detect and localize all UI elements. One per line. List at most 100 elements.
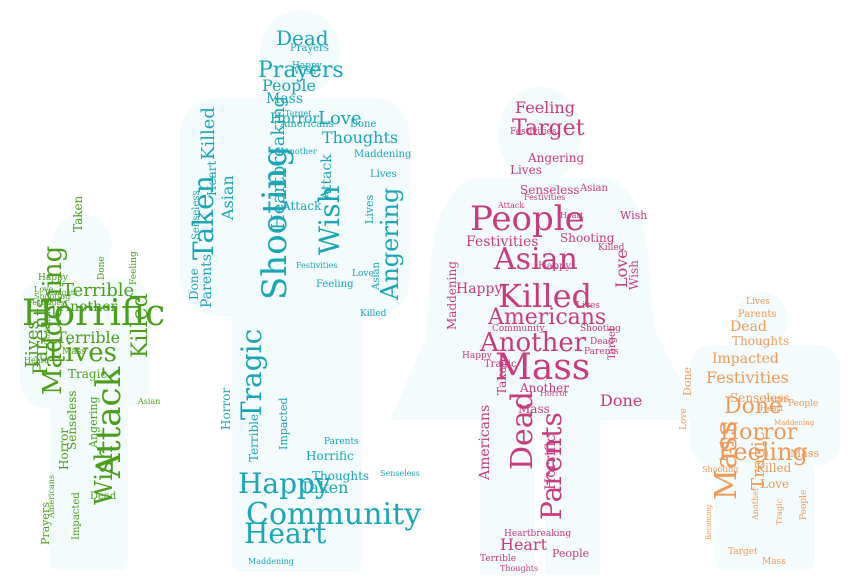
kid-orange-word: Parents <box>738 309 777 320</box>
child-green-word: Lives <box>48 338 117 368</box>
woman-pink-word: Wish <box>627 260 641 290</box>
woman-pink-word: Attack <box>498 201 525 210</box>
man-teal-word: Target <box>285 109 312 118</box>
woman-pink-word: Lives <box>576 301 600 311</box>
man-teal-word: Tragic <box>235 328 268 420</box>
child-green-word: Happy <box>38 273 68 283</box>
man-teal-word: Thoughts <box>312 469 370 483</box>
man-teal-word: Attack <box>282 199 322 213</box>
woman-silhouette <box>390 87 700 575</box>
man-teal-word: Festivities <box>296 261 338 270</box>
kid-orange-word: Tragic <box>775 498 784 525</box>
woman-pink-word: Parents <box>584 347 619 357</box>
man-teal-word: Dead <box>276 26 329 50</box>
kid-orange-word: Thoughts <box>732 334 790 348</box>
woman-pink-word: Mass <box>495 347 591 388</box>
woman-pink-word: Another <box>520 381 570 395</box>
kid-orange-word: Mass <box>762 557 786 567</box>
woman-pink-word: Target <box>512 116 585 141</box>
man-teal-word: Asian <box>218 175 237 220</box>
man-teal-word: Done <box>187 268 201 300</box>
kid-orange-word: Target <box>728 547 758 557</box>
man-teal-word: Lives <box>363 194 376 224</box>
woman-pink-word: Heartbreaking <box>504 529 572 539</box>
child-green-word: Killed <box>128 293 153 358</box>
kid-orange-word: Feeling <box>718 438 808 466</box>
woman-pink-word: Another <box>480 328 587 358</box>
woman-pink-word: Community <box>492 324 545 334</box>
woman-pink-word: Heart <box>560 211 584 220</box>
kid-orange-word: Love <box>679 408 689 430</box>
kid-orange-word: Done <box>681 366 694 396</box>
man-teal-word: Prayers <box>258 58 344 83</box>
woman-pink-word: Wish <box>620 209 648 222</box>
woman-pink-word: Mass <box>518 402 550 416</box>
kid-orange-word: People <box>788 399 819 409</box>
child-green-word: Terrible <box>62 280 135 301</box>
woman-pink-word: Heart <box>500 535 548 554</box>
woman-pink-word: Maddening <box>445 261 459 330</box>
woman-pink-word: Angering <box>528 151 585 165</box>
woman-pink-word: Festivities <box>466 234 539 250</box>
man-teal-word: Maddening <box>354 149 412 160</box>
child-green-word: Done <box>97 256 107 280</box>
man-teal-word: Done <box>350 119 377 130</box>
man-teal-word: Senseless <box>380 469 420 478</box>
woman-pink-word: Killed <box>498 277 593 315</box>
man-teal-word: Happy <box>238 467 331 500</box>
kid-orange-word: Becoming <box>705 504 713 540</box>
man-teal-word: Another <box>284 147 317 156</box>
man-teal-word: Happy <box>292 61 322 71</box>
man-teal-word: Maddening <box>248 557 294 566</box>
man-teal-word: Community <box>246 497 422 532</box>
woman-pink-word: Americans <box>488 305 607 330</box>
child-green-word: Dead <box>90 491 117 502</box>
man-teal-word: Horror <box>219 387 233 430</box>
kid-orange-word: Festivities <box>706 368 789 387</box>
kid-orange-word: Happy <box>764 395 788 403</box>
woman-pink-word: Dead <box>590 337 614 347</box>
man-teal-word: Mass <box>266 91 304 107</box>
woman-pink-word: Senseless <box>520 183 580 197</box>
man-teal-word: Lives <box>370 169 397 180</box>
man-teal-word: Thoughts <box>322 128 399 147</box>
child-green-word: Horror <box>57 427 71 470</box>
kid-orange-word: Killed <box>756 461 792 475</box>
child-green-word: Mass <box>62 347 86 357</box>
child-green-word: Asian <box>138 397 161 406</box>
man-teal-word: Taken <box>300 478 349 497</box>
kid-orange-word: Horror <box>720 420 798 445</box>
woman-pink-word: Done <box>600 391 643 410</box>
man-teal-word: Attack <box>319 154 335 200</box>
man-teal-word: Terrible <box>247 413 261 462</box>
child-green-word: Love <box>34 285 54 294</box>
woman-pink-word: Killed <box>598 243 625 253</box>
man-teal-word: Love <box>318 108 362 129</box>
kid-orange-word: Heart <box>760 404 784 413</box>
man-teal-word: Wish <box>294 67 317 77</box>
woman-pink-word: People <box>470 199 585 239</box>
woman-pink-word: Horror <box>540 389 569 398</box>
man-teal-word: People <box>262 76 316 95</box>
child-green-word: Shooting <box>34 292 71 301</box>
kid-orange-word: Senseless <box>730 391 790 405</box>
woman-pink-word: People <box>552 547 590 560</box>
man-silhouette <box>180 10 410 572</box>
man-teal-word: Americans <box>280 119 334 130</box>
woman-pink-word: Feeling <box>515 98 575 117</box>
man-teal-word: Parents <box>199 254 215 308</box>
child-green-word: Taken <box>71 195 85 232</box>
child-green-word: Another <box>60 299 118 315</box>
child-green-word: Americans <box>47 475 56 518</box>
man-teal-word: Feeling <box>316 279 354 290</box>
kid-orange-word: People <box>799 489 809 520</box>
kid-orange-word: Love <box>760 477 790 491</box>
woman-pink-word: Horrific <box>543 434 559 490</box>
woman-pink-word: Americans <box>477 404 493 480</box>
kid-orange-word: Done <box>724 394 783 419</box>
woman-pink-word: Terrible <box>480 554 517 564</box>
woman-pink-word: Shooting <box>580 324 621 334</box>
woman-pink-word: Shooting <box>560 231 615 245</box>
kid-orange-word: Dead <box>730 319 767 335</box>
